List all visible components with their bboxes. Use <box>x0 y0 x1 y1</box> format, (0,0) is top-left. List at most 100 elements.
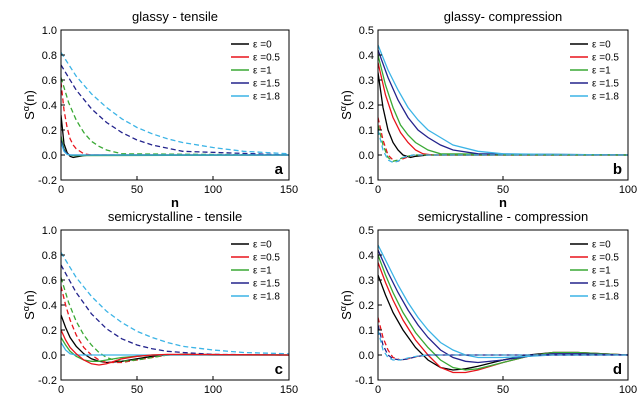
x-tick-label: 0 <box>58 184 64 196</box>
x-tick-label: 100 <box>204 184 222 196</box>
x-tick-label: 0 <box>375 384 381 396</box>
series-line-7 <box>378 329 628 361</box>
series-line-6 <box>378 324 628 361</box>
legend-label: ε =1 <box>592 66 611 77</box>
x-axis-label: n <box>171 195 179 210</box>
y-tick-label: 0.2 <box>359 300 374 312</box>
y-tick-label: 0.2 <box>42 125 57 137</box>
series-line-0 <box>378 72 628 159</box>
panel-title: glassy - tensile <box>132 9 218 24</box>
y-axis-label: Sα(n) <box>338 290 354 320</box>
legend-label: ε =1.8 <box>592 92 619 103</box>
y-tick-label: 0.4 <box>359 250 374 262</box>
y-tick-label: -0.2 <box>38 375 57 387</box>
x-tick-label: 100 <box>204 384 222 396</box>
y-tick-label: 0.0 <box>42 150 57 162</box>
y-tick-label: 0.8 <box>42 250 57 262</box>
legend-label: ε =1.5 <box>253 279 280 290</box>
y-tick-label: -0.1 <box>355 175 374 187</box>
y-axis-label: Sα(n) <box>338 90 354 120</box>
panel-title: semicrystalline - compression <box>418 209 589 224</box>
series-line-3 <box>378 249 628 364</box>
y-tick-label: 1.0 <box>42 25 57 37</box>
y-tick-label: 0.1 <box>359 325 374 337</box>
plot-frame <box>377 29 629 181</box>
legend: ε =0 ε =0.5 ε =1 ε =1.5 ε =1.8 <box>570 240 619 303</box>
panel-a: -0.2 0.0 0.2 0.4 0.6 0.8 1.0 0 50 100 150 glassy - … <box>21 9 298 210</box>
series-line-6 <box>61 342 289 356</box>
x-tick-label: 150 <box>280 384 298 396</box>
y-tick-label: -0.1 <box>355 375 374 387</box>
legend: ε =0 ε =0.5 ε =1 ε =1.5 ε =1.8 <box>231 40 280 103</box>
x-tick-label: 50 <box>497 184 509 196</box>
series-line-3 <box>378 49 628 156</box>
x-tick-label: 100 <box>619 184 637 196</box>
y-tick-label: 0.4 <box>42 100 57 112</box>
legend: ε =0 ε =0.5 ε =1 ε =1.5 ε =1.8 <box>570 40 619 103</box>
y-tick-label: 0.2 <box>42 325 57 337</box>
series-line-0 <box>378 274 628 371</box>
panel-letter: b <box>613 161 622 178</box>
legend-label: ε =0.5 <box>253 253 280 264</box>
series-line-5 <box>61 136 289 157</box>
legend-label: ε =0.5 <box>253 53 280 64</box>
series-group <box>61 252 289 366</box>
legend-label: ε =0 <box>253 40 272 51</box>
legend-label: ε =1.8 <box>592 292 619 303</box>
y-tick-label: 0.0 <box>42 350 57 362</box>
series-line-2 <box>61 77 289 156</box>
series-line-2 <box>378 54 628 156</box>
x-axis-label: n <box>171 395 179 400</box>
panel-c: -0.2 0.0 0.2 0.4 0.6 0.8 1.0 0 50 100 150 semicryst… <box>21 209 298 405</box>
x-axis-label: n <box>499 195 507 210</box>
panel-letter: a <box>275 161 284 178</box>
legend-label: ε =0 <box>592 40 611 51</box>
y-tick-label: 0.4 <box>42 300 57 312</box>
legend-label: ε =0 <box>592 240 611 251</box>
x-tick-label: 50 <box>131 184 143 196</box>
x-tick-label: 50 <box>497 384 509 396</box>
y-tick-label: -0.2 <box>38 175 57 187</box>
series-line-6 <box>61 139 289 156</box>
legend-label: ε =1.5 <box>253 79 280 90</box>
series-line-2 <box>61 277 289 362</box>
legend-label: ε =1.5 <box>592 79 619 90</box>
x-tick-label: 100 <box>619 384 637 396</box>
series-group <box>378 44 628 164</box>
y-axis-label: Sα(n) <box>21 90 37 120</box>
y-tick-label: 0.3 <box>359 275 374 287</box>
series-line-0 <box>61 114 289 159</box>
panel-d: -0.1 0.0 0.1 0.2 0.3 0.4 0.5 0 50 100 semicrystall… <box>338 209 637 405</box>
series-line-4 <box>61 252 289 355</box>
series-line-1 <box>61 82 289 156</box>
y-tick-label: 0.0 <box>359 350 374 362</box>
legend-label: ε =1 <box>253 266 272 277</box>
y-tick-label: 0.0 <box>359 150 374 162</box>
legend: ε =0 ε =0.5 ε =1 ε =1.5 ε =1.8 <box>231 240 280 303</box>
series-line-7 <box>61 329 289 366</box>
y-tick-label: 0.3 <box>359 75 374 87</box>
series-line-4 <box>378 244 628 359</box>
series-group <box>378 244 628 374</box>
legend-label: ε =1 <box>592 266 611 277</box>
y-tick-label: 1.0 <box>42 225 57 237</box>
legend-label: ε =1.5 <box>592 279 619 290</box>
legend-label: ε =0.5 <box>592 53 619 64</box>
series-line-7 <box>378 129 628 164</box>
x-axis-label: n <box>499 395 507 400</box>
panel-letter: c <box>275 361 283 378</box>
y-tick-label: 0.5 <box>359 25 374 37</box>
x-tick-label: 0 <box>58 384 64 396</box>
legend-label: ε =0 <box>253 240 272 251</box>
panel-b: -0.1 0.0 0.1 0.2 0.3 0.4 0.5 0 50 100 glassy- comp… <box>338 9 637 210</box>
series-group <box>61 52 289 159</box>
series-line-4 <box>378 44 628 156</box>
legend-label: ε =1.8 <box>253 92 280 103</box>
series-line-7 <box>61 142 289 156</box>
x-tick-label: 0 <box>375 184 381 196</box>
y-tick-label: 0.8 <box>42 50 57 62</box>
y-tick-label: 0.6 <box>42 75 57 87</box>
x-tick-label: 50 <box>131 384 143 396</box>
legend-label: ε =0.5 <box>592 253 619 264</box>
